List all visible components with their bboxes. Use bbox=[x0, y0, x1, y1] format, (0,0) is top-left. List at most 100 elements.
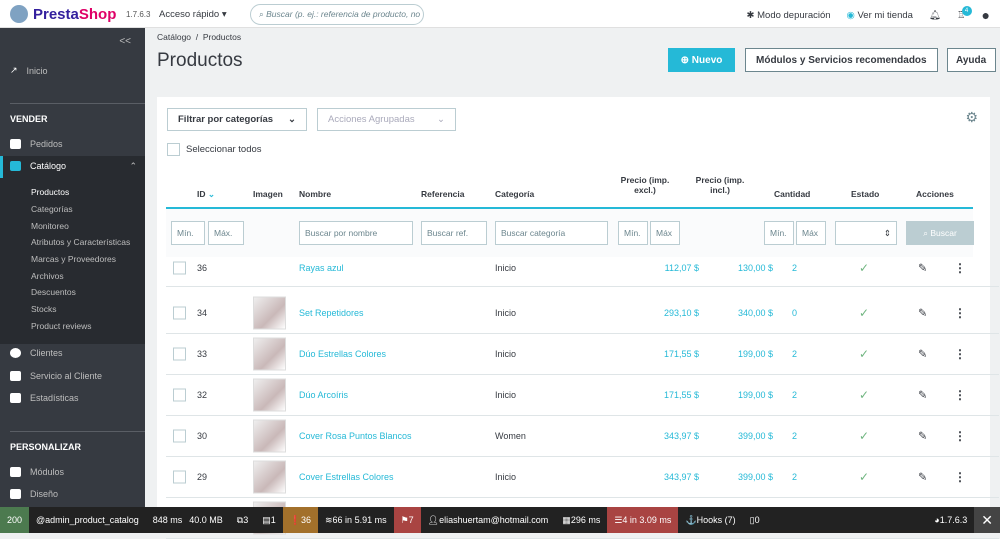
row-price-incl[interactable]: 399,00 $ bbox=[737, 472, 773, 482]
view-store-link[interactable]: ◉ Ver mi tienda bbox=[847, 10, 913, 21]
col-reference[interactable]: Referencia bbox=[421, 189, 465, 199]
row-price-incl[interactable]: 340,00 $ bbox=[737, 308, 773, 318]
row-checkbox[interactable] bbox=[173, 429, 186, 443]
request-time[interactable]: 848 ms bbox=[152, 515, 183, 525]
user[interactable]: 👤︎ eliashuertam@hotmail.com bbox=[421, 507, 556, 533]
collapse-sidebar-button[interactable]: << bbox=[119, 36, 131, 47]
row-price-incl[interactable]: 199,00 $ bbox=[737, 390, 773, 400]
sidebar-sub-monitoring[interactable]: Monitoreo bbox=[31, 221, 69, 231]
product-thumbnail[interactable] bbox=[253, 296, 286, 330]
row-quantity[interactable]: 2 bbox=[792, 263, 798, 273]
row-quantity[interactable]: 2 bbox=[792, 390, 798, 400]
col-category[interactable]: Categoría bbox=[495, 189, 535, 199]
product-name-link[interactable]: Cover Estrellas Colores bbox=[299, 472, 394, 482]
id-max-input[interactable]: Máx. bbox=[208, 221, 244, 245]
new-product-button[interactable]: ⊕ Nuevo bbox=[668, 48, 735, 72]
recommended-modules-button[interactable]: Módulos y Servicios recomendados bbox=[745, 48, 938, 72]
more-actions-icon[interactable]: ⋮ bbox=[954, 306, 966, 320]
row-price-incl[interactable]: 130,00 $ bbox=[737, 263, 773, 273]
category-filter-input[interactable]: Buscar categoría bbox=[495, 221, 608, 245]
edit-pencil-icon[interactable]: ✎ bbox=[918, 471, 928, 484]
product-name-link[interactable]: Set Repetidores bbox=[299, 308, 364, 318]
sidebar-sub-stocks[interactable]: Stocks bbox=[31, 304, 57, 314]
route[interactable]: @admin_product_catalog bbox=[36, 515, 139, 525]
bell-icon[interactable]: 🔔︎ bbox=[928, 9, 941, 21]
select-all[interactable]: Seleccionar todos bbox=[167, 143, 262, 156]
search-filter-button[interactable]: ⌕ Buscar bbox=[906, 221, 974, 245]
rendering[interactable]: ▦ 296 ms bbox=[555, 507, 607, 533]
filter-categories-dropdown[interactable]: Filtrar por categorías ⌄ bbox=[167, 108, 307, 131]
qty-min-input[interactable]: Mín. bbox=[764, 221, 794, 245]
status-check-icon[interactable]: ✓ bbox=[859, 470, 870, 484]
row-quantity[interactable]: 2 bbox=[792, 349, 798, 359]
status-check-icon[interactable]: ✓ bbox=[859, 347, 870, 361]
edit-pencil-icon[interactable]: ✎ bbox=[918, 262, 928, 275]
sidebar-item-modules[interactable]: Módulos bbox=[10, 467, 64, 477]
sidebar-sub-reviews[interactable]: Product reviews bbox=[31, 321, 92, 331]
status-check-icon[interactable]: ✓ bbox=[859, 261, 870, 275]
product-name-link[interactable]: Rayas azul bbox=[299, 263, 344, 273]
product-thumbnail[interactable] bbox=[253, 337, 286, 371]
row-checkbox[interactable] bbox=[173, 388, 186, 402]
sidebar-sub-products[interactable]: Productos bbox=[31, 187, 70, 197]
id-min-input[interactable]: Mín. bbox=[171, 221, 205, 245]
reference-filter-input[interactable]: Buscar ref. bbox=[421, 221, 487, 245]
sidebar-item-customers[interactable]: Clientes bbox=[10, 348, 63, 358]
price-min-input[interactable]: Mín. bbox=[618, 221, 648, 245]
row-price-excl[interactable]: 171,55 $ bbox=[663, 349, 699, 359]
sidebar-item-catalog[interactable]: Catálogo bbox=[10, 161, 66, 171]
logs[interactable]: ▤ 1 bbox=[255, 507, 283, 533]
sidebar-sub-discounts[interactable]: Descuentos bbox=[31, 287, 76, 297]
col-id[interactable]: ID ⌄ bbox=[197, 189, 215, 200]
other[interactable]: ▯ 0 bbox=[743, 507, 767, 533]
product-name-link[interactable]: Dúo Arcoíris bbox=[299, 390, 349, 400]
cache[interactable]: ☰ 4 in 3.09 ms bbox=[607, 507, 679, 533]
errors[interactable]: ❗ 36 bbox=[282, 507, 318, 533]
row-checkbox[interactable] bbox=[173, 347, 186, 361]
bulk-actions-dropdown[interactable]: Acciones Agrupadas ⌄ bbox=[317, 108, 456, 131]
col-price-excl[interactable]: Precio (imp. excl.) bbox=[620, 175, 670, 195]
queries[interactable]: ≋ 66 in 5.91 ms bbox=[318, 507, 394, 533]
sidebar-item-orders[interactable]: Pedidos bbox=[10, 139, 63, 149]
row-price-excl[interactable]: 343,97 $ bbox=[663, 472, 699, 482]
edit-pencil-icon[interactable]: ✎ bbox=[918, 430, 928, 443]
more-actions-icon[interactable]: ⋮ bbox=[954, 347, 966, 361]
version[interactable]: ◕ 1.7.6.3 bbox=[927, 507, 974, 533]
col-price-incl[interactable]: Precio (imp. incl.) bbox=[695, 175, 745, 195]
row-price-incl[interactable]: 399,00 $ bbox=[737, 431, 773, 441]
quick-access-dropdown[interactable]: Acceso rápido ▾ bbox=[159, 9, 227, 20]
sidebar-sub-attributes[interactable]: Atributos y Características bbox=[31, 237, 131, 247]
product-name-link[interactable]: Cover Rosa Puntos Blancos bbox=[299, 431, 412, 441]
select-all-checkbox[interactable] bbox=[167, 143, 180, 156]
row-price-excl[interactable]: 112,07 $ bbox=[664, 263, 699, 273]
row-price-excl[interactable]: 171,55 $ bbox=[663, 390, 699, 400]
more-actions-icon[interactable]: ⋮ bbox=[954, 261, 966, 275]
edit-pencil-icon[interactable]: ✎ bbox=[918, 348, 928, 361]
col-status[interactable]: Estado bbox=[851, 189, 880, 199]
sidebar-item-design[interactable]: Diseño bbox=[10, 489, 58, 499]
prestashop-logo[interactable]: PrestaShop bbox=[10, 5, 116, 23]
hooks[interactable]: ⚓ Hooks (7) bbox=[678, 507, 742, 533]
product-name-link[interactable]: Dúo Estrellas Colores bbox=[299, 349, 387, 359]
product-thumbnail[interactable] bbox=[253, 460, 286, 494]
close-debug-button[interactable]: ✕ bbox=[974, 507, 1000, 533]
forms[interactable]: ⧉ 3 bbox=[230, 507, 255, 533]
row-checkbox[interactable] bbox=[173, 306, 186, 320]
product-thumbnail[interactable] bbox=[253, 378, 286, 412]
help-button[interactable]: Ayuda bbox=[946, 48, 996, 72]
settings-gear-icon[interactable]: ⚙ bbox=[965, 109, 978, 125]
sidebar-sub-files[interactable]: Archivos bbox=[31, 271, 64, 281]
row-checkbox[interactable] bbox=[173, 261, 186, 275]
row-price-incl[interactable]: 199,00 $ bbox=[737, 349, 773, 359]
col-quantity[interactable]: Cantidad bbox=[774, 189, 811, 199]
status-code[interactable]: 200 bbox=[0, 507, 30, 533]
status-filter-select[interactable]: ⇕ bbox=[835, 221, 897, 245]
search-input[interactable]: ⌕ Buscar (p. ej.: referencia de producto… bbox=[250, 4, 424, 25]
product-thumbnail[interactable] bbox=[253, 419, 286, 453]
more-actions-icon[interactable]: ⋮ bbox=[954, 429, 966, 443]
row-price-excl[interactable]: 293,10 $ bbox=[663, 308, 699, 318]
sidebar-item-stats[interactable]: Estadísticas bbox=[10, 393, 79, 403]
price-max-input[interactable]: Máx bbox=[650, 221, 680, 245]
edit-pencil-icon[interactable]: ✎ bbox=[918, 389, 928, 402]
edit-pencil-icon[interactable]: ✎ bbox=[918, 307, 928, 320]
